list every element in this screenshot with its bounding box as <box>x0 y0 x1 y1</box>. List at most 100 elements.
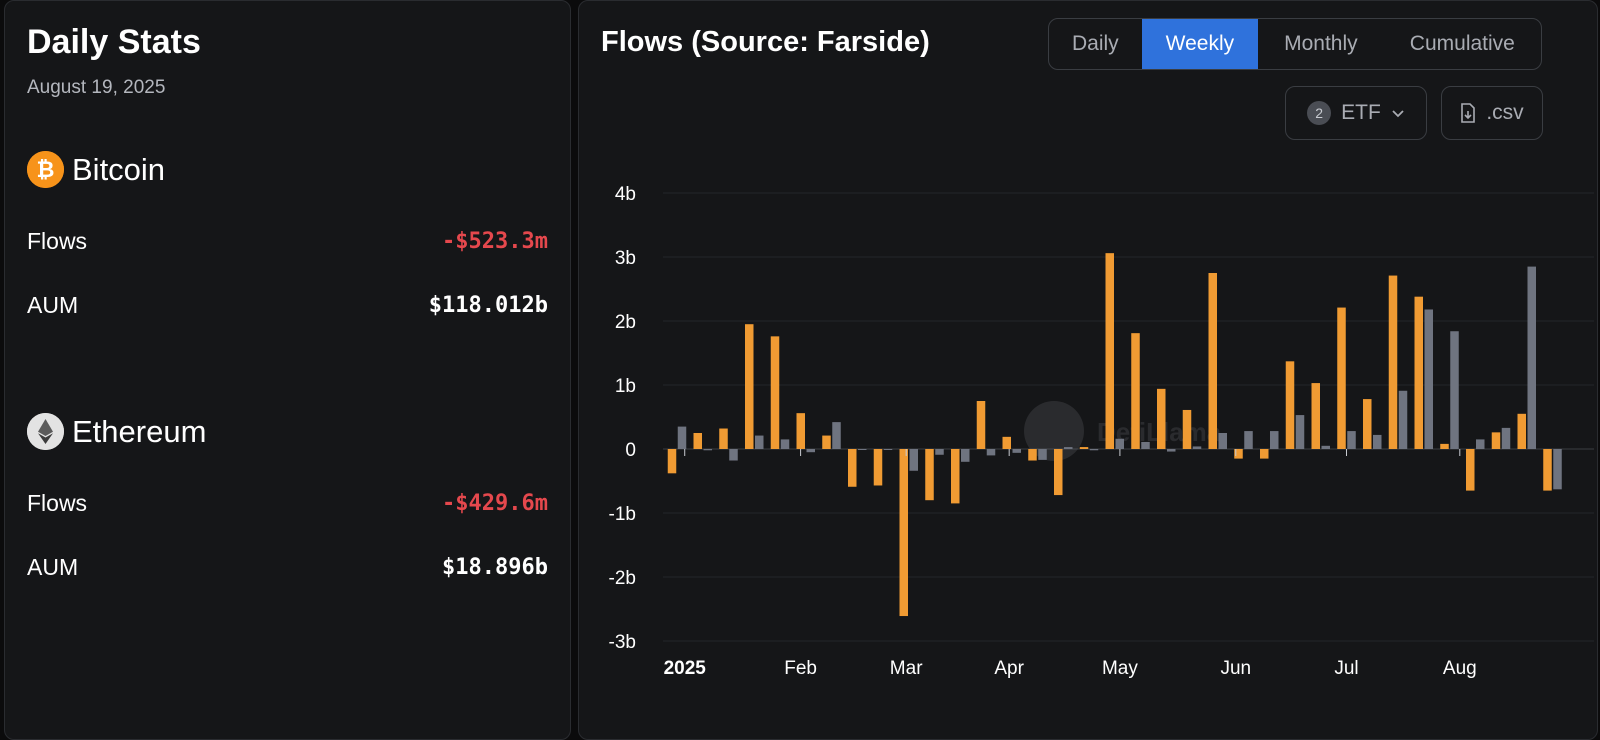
bitcoin-flow-bar[interactable] <box>1543 449 1552 491</box>
ethereum-flow-bar[interactable] <box>1064 447 1073 449</box>
interval-tabs: Daily Weekly Monthly Cumulative <box>1048 18 1542 70</box>
ethereum-flow-bar[interactable] <box>1450 331 1459 449</box>
x-tick-label: Mar <box>890 658 923 679</box>
y-tick-label: 3b <box>615 248 636 269</box>
tab-monthly[interactable]: Monthly <box>1284 32 1358 55</box>
ethereum-flow-bar[interactable] <box>1192 446 1202 449</box>
bitcoin-flow-bar[interactable] <box>1002 436 1012 449</box>
x-tick-label: Feb <box>784 658 817 679</box>
bitcoin-flow-bar[interactable] <box>1234 449 1243 459</box>
y-tick-label: 1b <box>615 376 636 397</box>
bitcoin-flow-bar[interactable] <box>1131 333 1140 449</box>
chevron-down-icon <box>1392 110 1404 118</box>
bitcoin-flow-bar[interactable] <box>1414 296 1424 449</box>
ethereum-flow-bar[interactable] <box>1218 433 1228 449</box>
etf-filter-dropdown[interactable]: 2 ETF <box>1285 86 1427 140</box>
y-tick-label: -3b <box>609 632 636 653</box>
ethereum-flow-bar[interactable] <box>1012 449 1022 453</box>
ethereum-flow-bar[interactable] <box>1553 449 1562 490</box>
ethereum-flow-bar[interactable] <box>1424 309 1434 449</box>
bitcoin-flow-bar[interactable] <box>848 449 857 487</box>
ethereum-label: Ethereum <box>72 413 207 449</box>
ethereum-flow-bar[interactable] <box>1527 266 1537 449</box>
bitcoin-flow-bar[interactable] <box>1182 409 1192 449</box>
ethereum-flow-bar[interactable] <box>1476 439 1485 449</box>
ethereum-flow-bar[interactable] <box>1270 431 1279 449</box>
ethereum-flow-bar[interactable] <box>1295 415 1305 449</box>
ethereum-aum-value: $18.896b <box>442 555 548 580</box>
ethereum-flow-bar[interactable] <box>1115 438 1125 449</box>
bitcoin-aum-value: $118.012b <box>428 293 548 318</box>
bitcoin-flow-bar[interactable] <box>925 449 934 501</box>
csv-label: .csv <box>1486 101 1524 124</box>
ethereum-flow-bar[interactable] <box>986 449 996 456</box>
ethereum-flow-bar[interactable] <box>961 449 970 462</box>
csv-download-button[interactable]: .csv <box>1441 86 1543 140</box>
bitcoin-flow-bar[interactable] <box>1517 413 1527 449</box>
bitcoin-flow-bar[interactable] <box>976 401 986 449</box>
ethereum-flow-bar[interactable] <box>832 422 841 449</box>
ethereum-flow-bar[interactable] <box>806 449 816 453</box>
bitcoin-flow-bar[interactable] <box>1388 275 1398 449</box>
ethereum-flows-value: -$429.6m <box>442 491 548 516</box>
ethereum-flow-bar[interactable] <box>1373 434 1382 449</box>
etf-filter-label: ETF <box>1341 101 1381 124</box>
ethereum-flow-bar[interactable] <box>909 449 919 471</box>
bitcoin-flows-label: Flows <box>27 228 88 254</box>
bitcoin-flow-bar[interactable] <box>693 433 703 449</box>
bitcoin-flow-bar[interactable] <box>667 449 677 474</box>
x-tick-label: Apr <box>994 658 1024 679</box>
ethereum-flow-bar[interactable] <box>1038 449 1047 460</box>
bitcoin-flow-bar[interactable] <box>951 449 960 504</box>
bitcoin-flow-bar[interactable] <box>1028 449 1037 461</box>
ethereum-flow-bar[interactable] <box>755 435 764 449</box>
ethereum-flows-label: Flows <box>27 490 88 516</box>
ethereum-flow-bar[interactable] <box>1347 431 1356 449</box>
etf-count-badge: 2 <box>1307 101 1332 125</box>
ethereum-flow-bar[interactable] <box>1244 431 1253 449</box>
daily-stats-title: Daily Stats <box>27 23 201 61</box>
bitcoin-flow-bar[interactable] <box>1105 253 1115 449</box>
ethereum-flow-bar[interactable] <box>703 449 713 451</box>
bitcoin-flow-bar[interactable] <box>1157 388 1166 449</box>
ethereum-flow-bar[interactable] <box>1501 427 1511 449</box>
bitcoin-flow-bar[interactable] <box>770 336 780 449</box>
bitcoin-flow-bar[interactable] <box>719 428 728 449</box>
ethereum-flow-bar[interactable] <box>1089 449 1099 451</box>
ethereum-flow-bar[interactable] <box>1321 445 1331 449</box>
bitcoin-flow-bar[interactable] <box>899 449 909 617</box>
bitcoin-flows-value: -$523.3m <box>442 229 548 254</box>
bitcoin-flow-bar[interactable] <box>822 435 831 449</box>
bitcoin-flow-bar[interactable] <box>1311 383 1321 449</box>
tab-daily[interactable]: Daily <box>1071 32 1119 55</box>
y-tick-label: 4b <box>615 184 636 205</box>
tab-weekly[interactable]: Weekly <box>1141 19 1259 69</box>
bitcoin-flow-bar[interactable] <box>796 413 806 449</box>
ethereum-flow-bar[interactable] <box>858 449 867 450</box>
bitcoin-flow-bar[interactable] <box>1260 449 1269 459</box>
ethereum-flow-bar[interactable] <box>1141 441 1150 449</box>
bitcoin-flow-bar[interactable] <box>873 449 883 486</box>
bitcoin-flow-bar[interactable] <box>1285 361 1295 449</box>
ethereum-header: Ethereum <box>27 413 206 450</box>
bitcoin-flow-bar[interactable] <box>745 324 754 449</box>
ethereum-flow-bar[interactable] <box>677 426 687 449</box>
tab-cumulative[interactable]: Cumulative <box>1409 32 1515 55</box>
ethereum-flow-bar[interactable] <box>883 449 893 450</box>
bitcoin-flow-bar[interactable] <box>1079 447 1089 449</box>
bitcoin-flow-bar[interactable] <box>1363 399 1372 449</box>
bitcoin-flow-bar[interactable] <box>1208 273 1218 449</box>
ethereum-flow-bar[interactable] <box>780 439 790 449</box>
ethereum-flow-bar[interactable] <box>1167 449 1176 452</box>
bitcoin-flow-bar[interactable] <box>1440 443 1449 449</box>
ethereum-flow-bar[interactable] <box>729 449 738 461</box>
flows-title: Flows (Source: Farside) <box>601 26 930 58</box>
ethereum-flow-bar[interactable] <box>935 449 944 455</box>
ethereum-flow-bar[interactable] <box>1398 390 1408 449</box>
y-tick-label: -2b <box>609 568 636 589</box>
y-tick-label: 0 <box>625 440 636 461</box>
bitcoin-flow-bar[interactable] <box>1337 307 1346 449</box>
bitcoin-flow-bar[interactable] <box>1491 432 1501 449</box>
bitcoin-flow-bar[interactable] <box>1466 449 1475 491</box>
bitcoin-flow-bar[interactable] <box>1054 449 1063 496</box>
